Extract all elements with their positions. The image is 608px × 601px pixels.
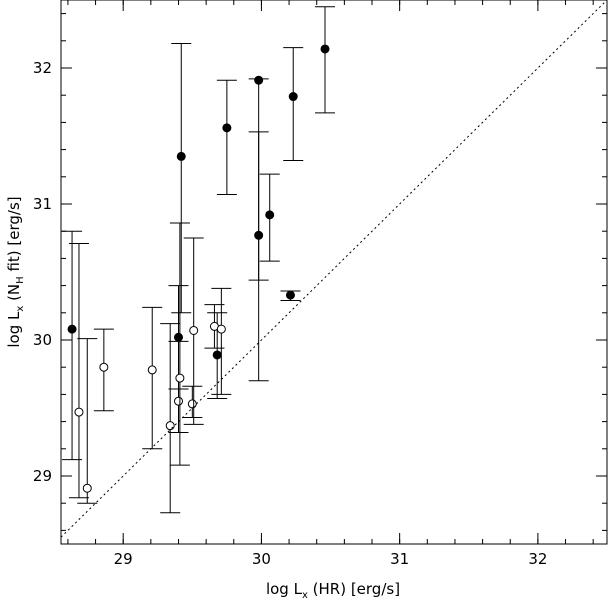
y-axis-title: log Lx (NH fit) [erg/s]: [5, 196, 26, 347]
x-axis-title-main: log L: [266, 580, 303, 598]
x-axis-title-rest: (HR) [erg/s]: [308, 580, 400, 598]
data-point-filled: [173, 332, 183, 342]
y-axis-title-mid: (N: [5, 284, 23, 306]
data-point-filled: [212, 350, 222, 360]
data-marks: [62, 6, 336, 514]
x-tick-label: 31: [390, 550, 409, 568]
y-axis-title-main: log L: [5, 311, 23, 348]
data-point-open: [189, 325, 199, 335]
plot-frame: [60, 0, 608, 545]
data-point-filled: [265, 210, 275, 220]
x-tick-label: 29: [114, 550, 133, 568]
data-point-open: [147, 365, 157, 375]
data-point-filled: [254, 75, 264, 85]
data-point-filled: [320, 44, 330, 54]
reference-line-y-equals-x: [60, 0, 608, 538]
data-point-open: [175, 373, 185, 383]
y-axis-title-sub2: H: [15, 276, 26, 284]
data-point-open: [216, 324, 226, 334]
x-tick-label: 32: [528, 550, 547, 568]
data-point-filled: [288, 92, 298, 102]
data-point-open: [187, 399, 197, 409]
data-point-filled: [176, 151, 186, 161]
data-point-open: [74, 407, 84, 417]
x-axis-title-sub: x: [302, 590, 308, 601]
x-tick-label: 30: [252, 550, 271, 568]
data-point-open: [165, 421, 175, 431]
y-axis-title-sub: x: [15, 306, 26, 312]
y-tick-label: 30: [33, 331, 52, 349]
y-tick-label: 32: [33, 59, 52, 77]
data-point-open: [173, 396, 183, 406]
data-point-open: [82, 483, 92, 493]
axis-ticks: 29 30 31 32 29 30 31 32: [33, 0, 607, 568]
y-tick-label: 29: [33, 467, 52, 485]
data-point-open: [99, 362, 109, 372]
data-point-filled: [222, 123, 232, 133]
y-axis-title-rest: fit) [erg/s]: [5, 196, 23, 276]
data-point-filled: [254, 230, 264, 240]
data-point-filled: [67, 324, 77, 334]
x-axis-title: log Lx (HR) [erg/s]: [266, 580, 400, 601]
y-tick-label: 31: [33, 195, 52, 213]
data-point-filled: [285, 290, 295, 300]
